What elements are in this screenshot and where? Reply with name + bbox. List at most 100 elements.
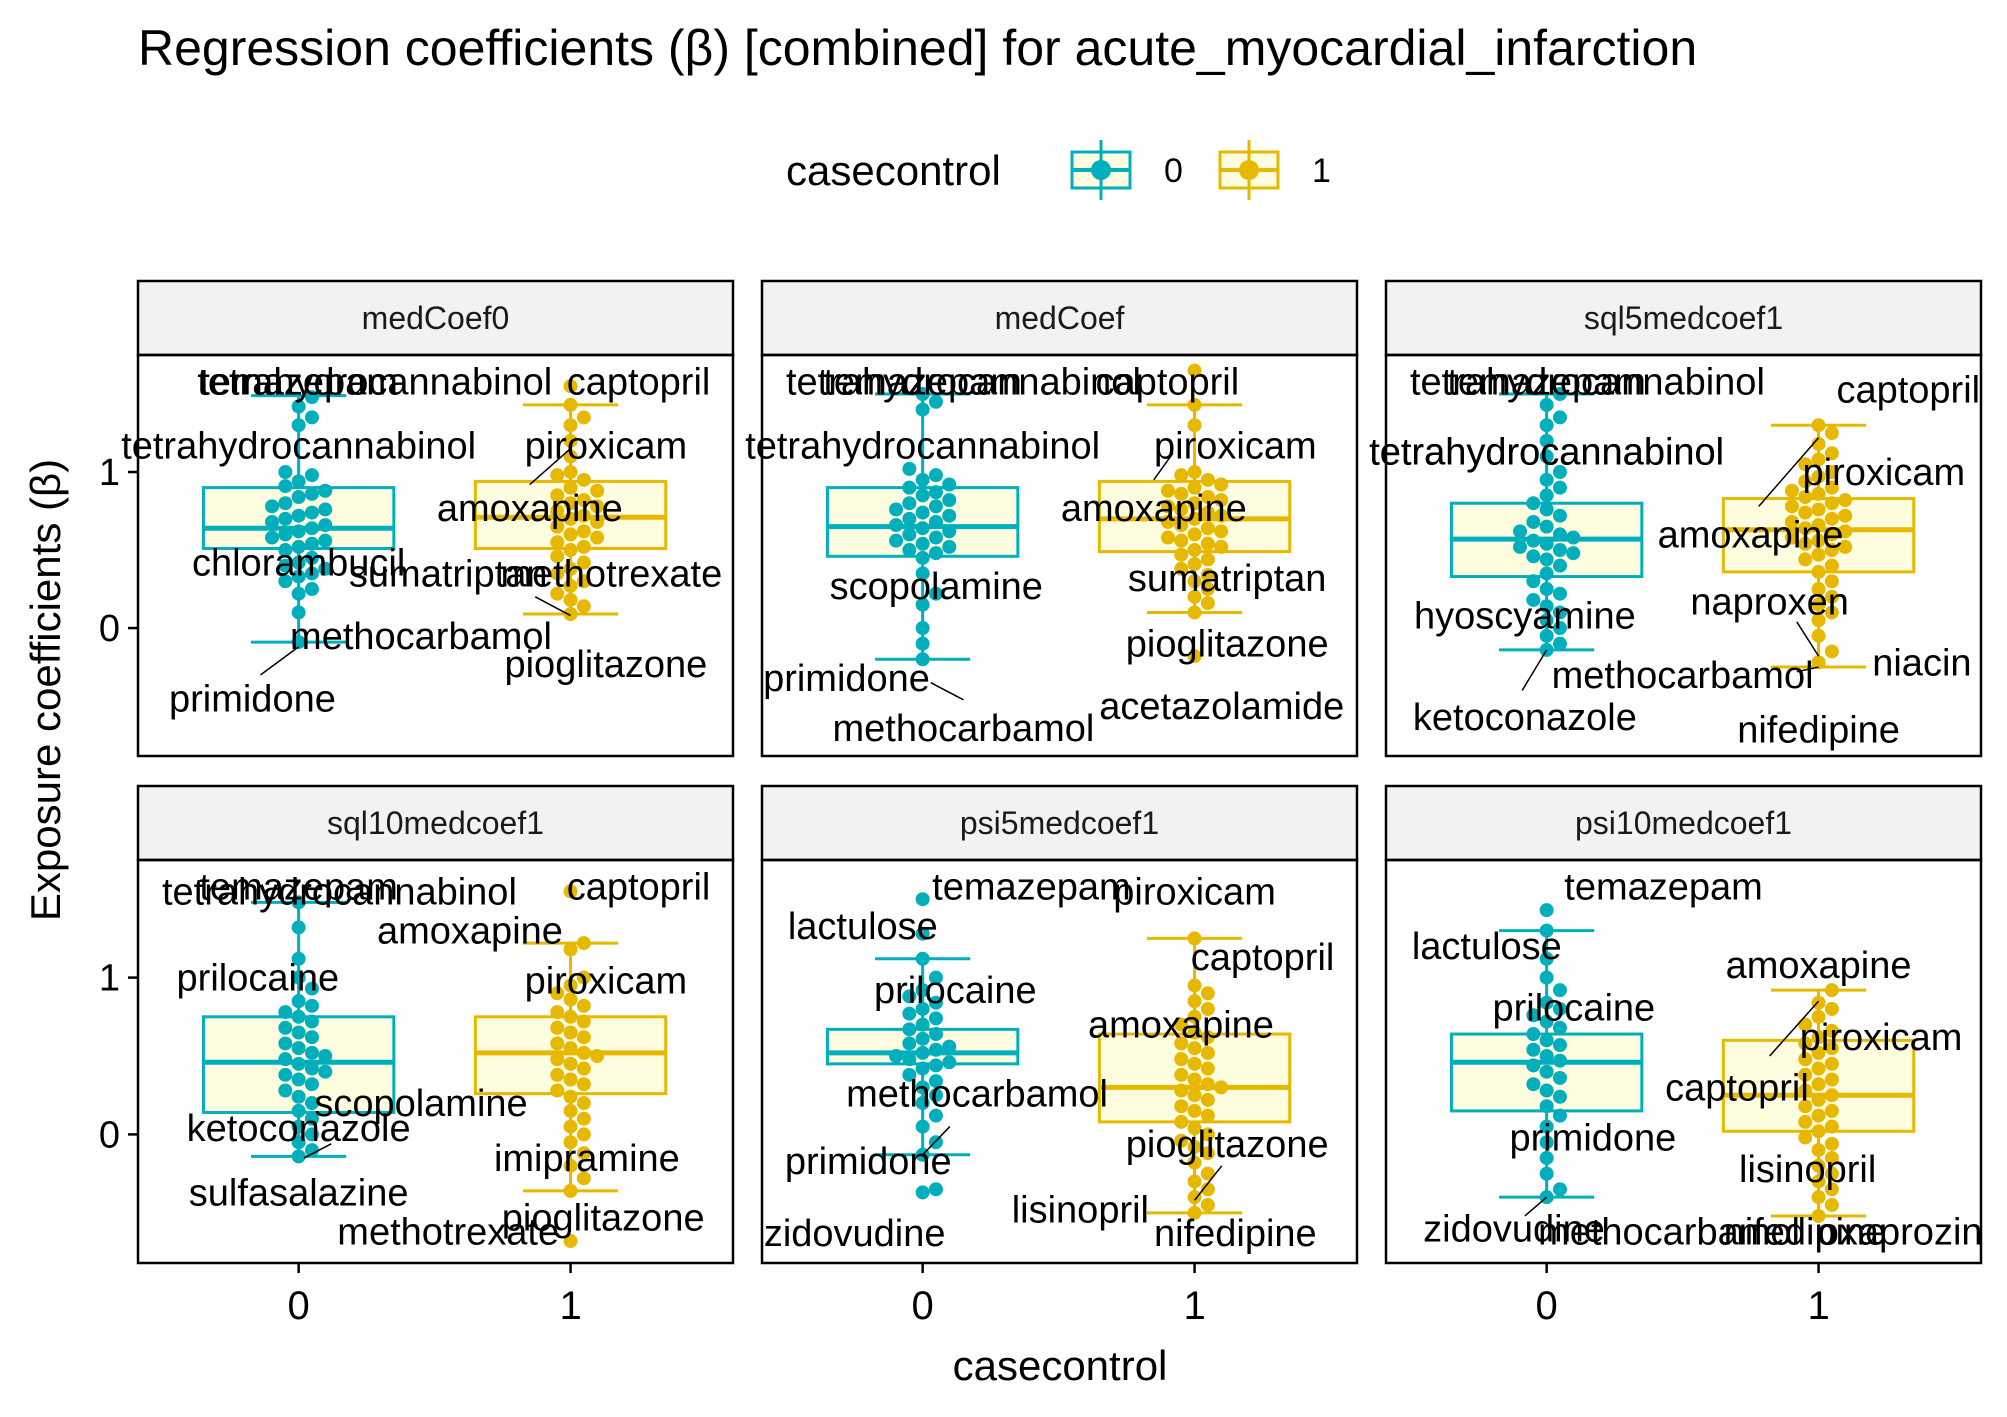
data-point — [1526, 549, 1541, 564]
data-point — [1187, 978, 1202, 993]
point-label: nifedipine — [1724, 1212, 1887, 1254]
point-label: sulfasalazine — [189, 1172, 409, 1214]
data-point — [942, 493, 957, 508]
data-point — [291, 555, 306, 570]
box-group-1 — [1097, 931, 1292, 1220]
data-point — [942, 1039, 957, 1054]
data-point — [902, 1052, 917, 1067]
label-leader-line — [534, 596, 571, 617]
point-label: piroxicam — [1113, 871, 1276, 913]
data-point — [291, 970, 306, 985]
data-point — [1539, 488, 1554, 503]
data-point — [590, 1049, 605, 1064]
data-point — [1214, 477, 1229, 492]
data-point — [304, 1014, 319, 1029]
data-point — [291, 951, 306, 966]
data-point — [1160, 530, 1175, 545]
data-point — [928, 499, 943, 514]
data-point — [1798, 1130, 1813, 1145]
panel-strip-label: psi10medcoef1 — [1575, 805, 1792, 841]
data-point — [1798, 1114, 1813, 1129]
data-point — [550, 586, 565, 601]
data-point — [942, 1055, 957, 1070]
point-label: prilocaine — [1493, 987, 1656, 1029]
data-point — [1174, 547, 1189, 562]
data-point — [1539, 1119, 1554, 1134]
data-point — [1824, 1197, 1839, 1212]
point-label: zidovudine — [1423, 1209, 1605, 1251]
data-point — [1539, 449, 1554, 464]
data-point — [291, 539, 306, 554]
point-label: tetrahydrocannabinol — [1369, 432, 1724, 474]
data-point — [563, 1183, 578, 1198]
data-point — [1798, 1083, 1813, 1098]
data-point — [304, 566, 319, 581]
box-group-1 — [1097, 363, 1292, 664]
data-point — [576, 1030, 591, 1045]
point-label: tetrahydrocannabinol — [121, 425, 476, 467]
data-point — [1539, 599, 1554, 614]
panel-strip-label: sql5medcoef1 — [1584, 300, 1783, 336]
legend-title: casecontrol — [786, 147, 1001, 194]
data-point — [915, 1001, 930, 1016]
data-point — [1539, 472, 1554, 487]
data-point — [1811, 628, 1826, 643]
data-point — [1526, 592, 1541, 607]
data-point — [1552, 636, 1567, 651]
point-label: piroxicam — [1800, 1017, 1963, 1059]
data-point — [1187, 1155, 1202, 1170]
data-point — [1526, 574, 1541, 589]
data-point — [550, 1036, 565, 1051]
data-point — [1811, 502, 1826, 517]
panel-strip-label: sql10medcoef1 — [327, 805, 544, 841]
point-label: zidovudine — [764, 1213, 946, 1255]
data-point — [1200, 521, 1215, 536]
point-label: tetrahydrocannabinol — [745, 425, 1100, 467]
panel-sql5medcoef1: sql5medcoef1temazepamtetrahydrocannabino… — [1369, 279, 1983, 758]
data-point — [1513, 524, 1528, 539]
data-point — [1187, 1041, 1202, 1056]
data-point — [1798, 1017, 1813, 1032]
label-leader-line — [260, 646, 300, 676]
data-point — [563, 543, 578, 558]
data-point — [1811, 418, 1826, 433]
panel-border — [1384, 353, 1983, 758]
data-point — [1539, 397, 1554, 412]
data-point — [1811, 1077, 1826, 1092]
label-leader-line — [1758, 437, 1820, 507]
data-point — [1552, 558, 1567, 573]
data-point — [550, 504, 565, 519]
data-point — [550, 519, 565, 534]
data-point — [291, 635, 306, 650]
data-point — [915, 1017, 930, 1032]
data-point — [1824, 1072, 1839, 1087]
data-point — [576, 1014, 591, 1029]
data-point — [1160, 483, 1175, 498]
data-point — [1174, 1017, 1189, 1032]
box-group-1 — [1721, 418, 1916, 670]
data-point — [1824, 605, 1839, 620]
point-label: piroxicam — [1154, 425, 1317, 467]
data-point — [1200, 536, 1215, 551]
data-point — [1174, 518, 1189, 533]
data-point — [1824, 644, 1839, 659]
data-point — [942, 508, 957, 523]
data-point — [1811, 518, 1826, 533]
data-point — [563, 418, 578, 433]
data-point — [928, 514, 943, 529]
point-label: methocarbamol — [1552, 655, 1814, 697]
data-point — [1539, 566, 1554, 581]
data-point — [576, 1127, 591, 1142]
point-label: tetrahydrocannabinol — [197, 362, 552, 404]
data-point — [915, 1119, 930, 1134]
point-label: chlorambucil — [192, 543, 405, 585]
data-point — [1811, 582, 1826, 597]
data-point — [1552, 508, 1567, 523]
data-point — [1200, 1108, 1215, 1123]
box-group-0 — [825, 387, 1020, 667]
point-label: methocarbamol — [290, 616, 552, 658]
data-point — [576, 1096, 591, 1111]
data-point — [1824, 1136, 1839, 1151]
data-point — [563, 1025, 578, 1040]
x-tick-label: 0 — [288, 1284, 310, 1328]
